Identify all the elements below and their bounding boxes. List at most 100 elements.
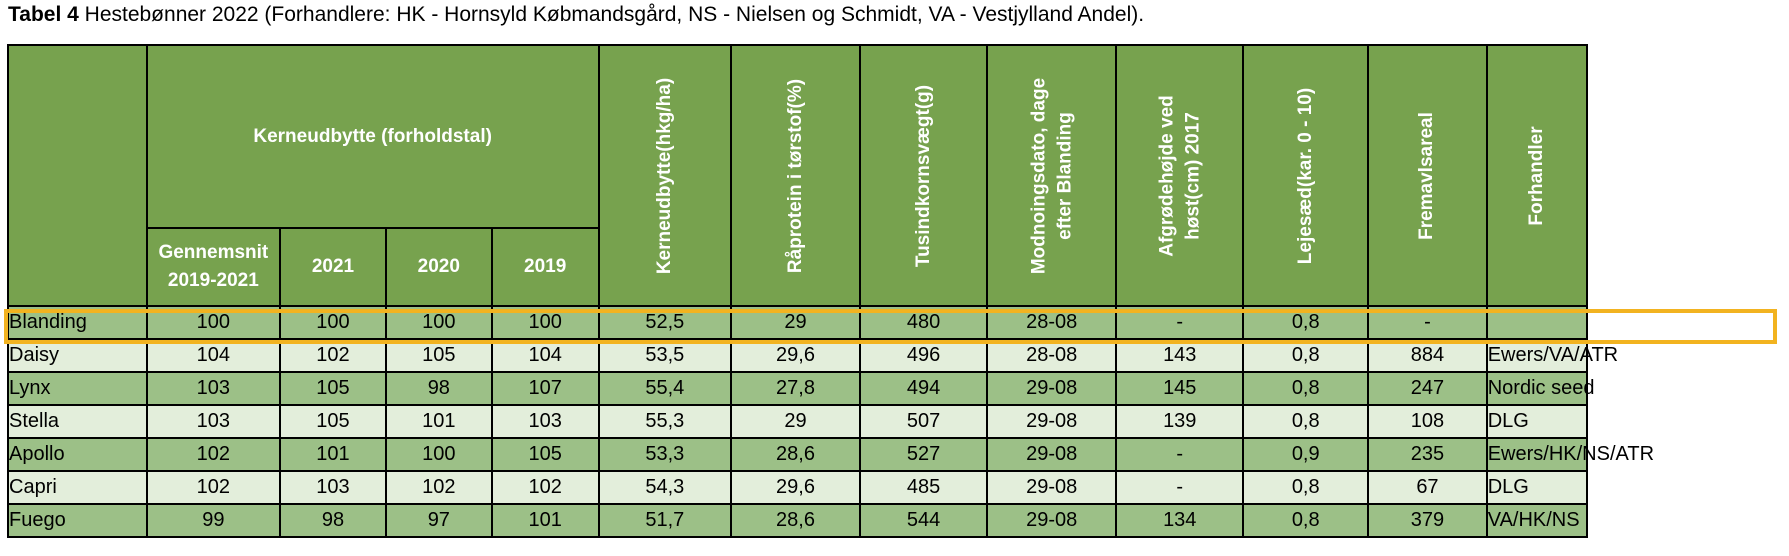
cell-y2019: 101 [490, 503, 600, 538]
subheader-average: Gennemsnit 2019-2021 [145, 227, 282, 307]
cell-name: Apollo [7, 437, 148, 472]
table-row: Stella 103 105 101 103 55,3 29 507 29-08 139 0,8 10… [7, 404, 1779, 439]
cell-tkw: 507 [859, 404, 989, 439]
cell-avg: 103 [145, 404, 282, 439]
cell-dealer: Ewers/HK/NS/ATR [1485, 437, 1654, 472]
cell-height: 143 [1115, 338, 1245, 373]
subheader-2020: 2020 [384, 227, 493, 307]
header-height: Afgrødehøjde ved høst(cm) 2017 [1115, 44, 1245, 307]
cell-y2019: 103 [490, 404, 600, 439]
cell-area: 67 [1367, 470, 1488, 505]
cell-area: 235 [1367, 437, 1488, 472]
cell-y2021: 102 [279, 338, 387, 373]
cell-dealer: VA/HK/NS [1485, 503, 1589, 538]
cell-height: 145 [1115, 371, 1245, 406]
cell-tkw: 485 [859, 470, 989, 505]
cell-area: 247 [1367, 371, 1488, 406]
table-row: Apollo 102 101 100 105 53,3 28,6 527 29-08-0,9 23… [7, 437, 1779, 472]
data-table: Kerneudbytte (forholdstal) Kerneudbytte(… [7, 44, 1780, 538]
cell-name: Lynx [7, 371, 148, 406]
cell-dealer: Ewers/VA/ATR [1485, 338, 1618, 373]
table-row: Blanding 100 100 100 100 52,5 29 480 28-08-0,8- [7, 305, 1779, 340]
cell-tkw: 544 [859, 503, 989, 538]
cell-height: - [1115, 470, 1245, 505]
cell-y2021: 100 [279, 305, 387, 340]
cell-tkw: 480 [859, 305, 989, 340]
cell-lodging: 0,8 [1242, 470, 1370, 505]
cell-lodging: 0,8 [1242, 338, 1370, 373]
header-yield: Kerneudbytte(hkg/ha) [597, 44, 732, 307]
cell-y2019: 104 [490, 338, 600, 373]
cell-protein: 28,6 [729, 437, 862, 472]
group-header-kerneudbytte: Kerneudbytte (forholdstal) [145, 44, 600, 229]
cell-name: Capri [7, 470, 148, 505]
cell-avg: 102 [145, 437, 282, 472]
table-caption-label: Tabel 4 [8, 3, 79, 26]
header-area: Fremavlsareal [1367, 44, 1488, 307]
cell-height: - [1115, 305, 1245, 340]
cell-y2021: 103 [279, 470, 387, 505]
cell-yield: 55,3 [597, 404, 732, 439]
cell-name: Fuego [7, 503, 148, 538]
cell-area: 379 [1367, 503, 1488, 538]
cell-protein: 28,6 [729, 503, 862, 538]
cell-y2020: 100 [384, 305, 493, 340]
header-tkw: Tusindkornsvægt(g) [859, 44, 989, 307]
cell-yield: 53,5 [597, 338, 732, 373]
cell-tkw: 527 [859, 437, 989, 472]
table-row: Daisy 104 102 105 104 53,5 29,6 496 28-08 143 0,8 8… [7, 338, 1779, 373]
cell-yield: 52,5 [597, 305, 732, 340]
cell-dealer: DLG [1485, 404, 1589, 439]
cell-area: 884 [1367, 338, 1488, 373]
cell-height: 139 [1115, 404, 1245, 439]
cell-y2020: 98 [384, 371, 493, 406]
cell-name: Blanding [7, 305, 148, 340]
cell-yield: 51,7 [597, 503, 732, 538]
table-caption: Tabel 4 Hestebønner 2022 (Forhandlere: H… [8, 3, 1144, 27]
cell-protein: 29,6 [729, 338, 862, 373]
cell-maturity: 28-08 [986, 305, 1118, 340]
cell-yield: 53,3 [597, 437, 732, 472]
cell-dealer [1485, 305, 1589, 340]
table-row: Fuego 99 98 97 101 51,7 28,6 544 29-08 134 0,8 379 V… [7, 503, 1779, 538]
cell-protein: 29 [729, 404, 862, 439]
cell-y2021: 98 [279, 503, 387, 538]
cell-maturity: 29-08 [986, 437, 1118, 472]
cell-dealer: Nordic seed [1485, 371, 1594, 406]
cell-maturity: 28-08 [986, 338, 1118, 373]
cell-y2019: 107 [490, 371, 600, 406]
cell-y2021: 105 [279, 371, 387, 406]
cell-tkw: 496 [859, 338, 989, 373]
cell-lodging: 0,8 [1242, 371, 1370, 406]
cell-protein: 29 [729, 305, 862, 340]
header-dealer: Forhandler [1485, 44, 1589, 307]
subheader-2019: 2019 [490, 227, 600, 307]
cell-y2019: 102 [490, 470, 600, 505]
cell-avg: 103 [145, 371, 282, 406]
cell-y2020: 97 [384, 503, 493, 538]
cell-avg: 100 [145, 305, 282, 340]
cell-maturity: 29-08 [986, 371, 1118, 406]
cell-area: 108 [1367, 404, 1488, 439]
cell-height: - [1115, 437, 1245, 472]
table-row: Capri 102 103 102 102 54,3 29,6 485 29-08-0,8 67 D… [7, 470, 1779, 505]
cell-protein: 27,8 [729, 371, 862, 406]
cell-protein: 29,6 [729, 470, 862, 505]
cell-y2020: 101 [384, 404, 493, 439]
header-protein: Råprotein i tørstof(%) [729, 44, 862, 307]
cell-y2020: 102 [384, 470, 493, 505]
cell-name: Daisy [7, 338, 148, 373]
variety-header [7, 44, 148, 307]
cell-y2020: 100 [384, 437, 493, 472]
cell-tkw: 494 [859, 371, 989, 406]
cell-maturity: 29-08 [986, 503, 1118, 538]
cell-avg: 104 [145, 338, 282, 373]
table-caption-text: Hestebønner 2022 (Forhandlere: HK - Horn… [78, 3, 1145, 26]
subheader-2021: 2021 [279, 227, 387, 307]
cell-dealer: DLG [1485, 470, 1589, 505]
header-lodging: Lejesæd(kar. 0 - 10) [1242, 44, 1370, 307]
cell-height: 134 [1115, 503, 1245, 538]
cell-name: Stella [7, 404, 148, 439]
cell-maturity: 29-08 [986, 470, 1118, 505]
cell-y2020: 105 [384, 338, 493, 373]
